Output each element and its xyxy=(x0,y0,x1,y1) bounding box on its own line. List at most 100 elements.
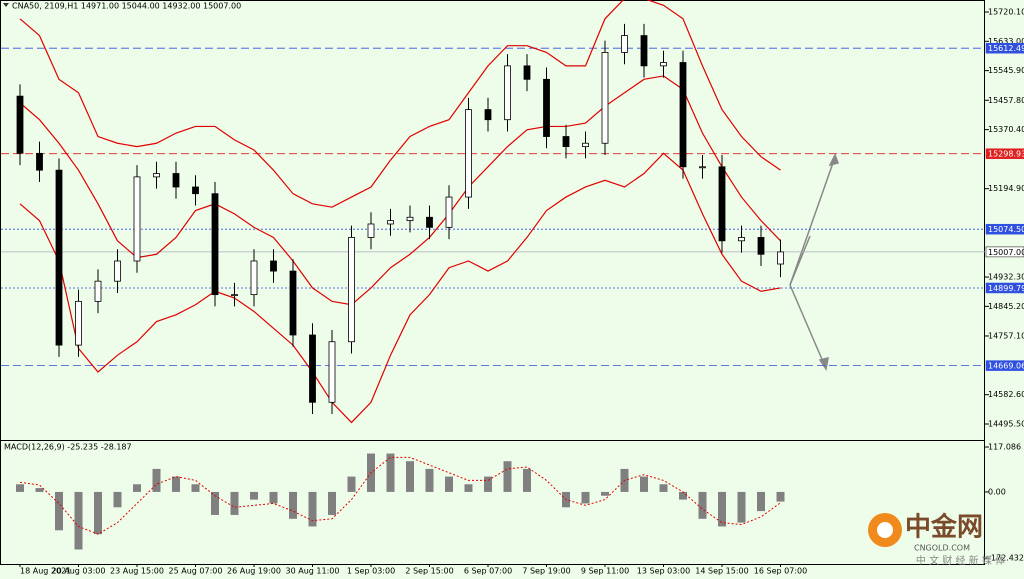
x-tick-label: 6 Sep 07:00 xyxy=(464,567,512,576)
candle-body xyxy=(621,35,628,53)
macd-bar xyxy=(679,491,687,500)
candle-body xyxy=(426,216,433,228)
y-tick-label: 14582.60 xyxy=(988,390,1024,399)
arrow-short xyxy=(789,235,811,286)
level-box xyxy=(985,42,1024,54)
macd-bar xyxy=(172,476,180,492)
macd-bar xyxy=(698,491,707,519)
macd-bar xyxy=(250,491,258,500)
macd-bar xyxy=(523,468,531,492)
candle-body xyxy=(114,260,121,282)
macd-frame xyxy=(0,440,985,565)
y-tick-label: 15633.00 xyxy=(988,37,1024,46)
candle-body xyxy=(133,176,141,262)
candle-body xyxy=(582,142,589,148)
macd-bar xyxy=(776,491,785,502)
macd-bar xyxy=(152,468,161,492)
macd-title: MACD(12,26,9) -25.235 -28.187 xyxy=(4,443,132,452)
candle-body xyxy=(94,280,102,302)
macd-bar xyxy=(406,461,414,492)
macd-bar xyxy=(386,453,395,492)
macd-bar xyxy=(581,491,590,504)
x-tick-label: 9 Sep 11:00 xyxy=(581,567,629,576)
macd-bar xyxy=(328,491,336,515)
level-label: 15612.49 xyxy=(988,44,1024,53)
candle-body xyxy=(348,237,355,343)
x-tick-label: 2 Sep 15:00 xyxy=(405,567,453,576)
macd-bar xyxy=(133,484,141,492)
macd-bar xyxy=(737,491,746,523)
macd-bar xyxy=(35,488,44,492)
arrow-head xyxy=(818,356,829,371)
candle-body xyxy=(250,260,258,296)
forecast-arrows xyxy=(789,153,839,371)
macd-bar xyxy=(191,484,200,492)
level-label: 15007.00 xyxy=(988,248,1024,257)
macd-bar xyxy=(113,491,122,508)
candle-body xyxy=(270,260,277,272)
y-tick-label: 15370.40 xyxy=(988,125,1024,134)
arrow-down xyxy=(789,284,825,365)
bollinger-band xyxy=(19,152,781,424)
y-tick-label: 15457.80 xyxy=(988,96,1024,105)
candle-body xyxy=(172,173,180,188)
candle-body xyxy=(211,193,219,296)
menu-icon[interactable] xyxy=(3,3,9,7)
candle-body xyxy=(601,52,609,144)
candle-body xyxy=(660,62,667,67)
candle-body xyxy=(504,65,511,121)
candle-body xyxy=(309,334,316,403)
watermark: 中金网 CNGOLD.COM 中 文 财 经 新 媒 体 xyxy=(868,512,1005,567)
brand-site: CNGOLD.COM xyxy=(914,544,970,553)
y-tick-label: 15545.90 xyxy=(988,66,1024,75)
macd-bar xyxy=(94,491,102,535)
macd-bar xyxy=(425,468,434,492)
macd-bar xyxy=(211,491,219,515)
x-tick-label: 26 Aug 19:00 xyxy=(227,567,281,576)
bollinger-band xyxy=(19,75,781,306)
y-tick-label: -172.432 xyxy=(988,554,1024,563)
candle-body xyxy=(738,237,745,242)
macd-bar xyxy=(308,491,317,527)
x-tick-label: 16 Sep 07:00 xyxy=(754,567,807,576)
candle-body xyxy=(289,270,297,336)
candle-body xyxy=(192,186,199,195)
y-tick-label: 0.00 xyxy=(988,487,1006,496)
candle-body xyxy=(387,220,394,225)
x-tick-label: 23 Aug 15:00 xyxy=(110,567,164,576)
macd-bar xyxy=(16,484,24,492)
level-box xyxy=(985,360,1024,371)
macd-bar xyxy=(55,491,63,531)
x-tick-label: 14 Sep 15:00 xyxy=(695,567,748,576)
macd-bar xyxy=(347,476,356,492)
level-label: 14669.06 xyxy=(988,362,1024,371)
x-tick-label: 30 Aug 11:00 xyxy=(286,567,340,576)
x-tick-label: 25 Aug 07:00 xyxy=(169,567,223,576)
macd-bar xyxy=(601,491,609,496)
macd-bar xyxy=(289,491,297,519)
candle-body xyxy=(445,196,453,228)
candle-body xyxy=(777,251,784,265)
macd-signal xyxy=(19,456,781,535)
x-tick-label: 20 Aug 03:00 xyxy=(52,567,106,576)
candle-body xyxy=(55,169,63,346)
candle-body xyxy=(757,237,765,255)
macd-bar xyxy=(718,491,726,527)
brand-slogan: 中 文 财 经 新 媒 体 xyxy=(916,554,1005,567)
chart-title: CNA50, 2109,H1 14971.00 15044.00 14932.0… xyxy=(12,2,241,11)
candle-body xyxy=(543,78,550,137)
level-box xyxy=(985,282,1024,294)
macd-bar xyxy=(503,461,512,492)
y-tick-label: 14495.50 xyxy=(988,419,1024,428)
candle-body xyxy=(523,65,531,80)
level-label: 15298.93 xyxy=(988,150,1024,159)
brand: 中金网 xyxy=(905,512,983,543)
candle-body xyxy=(36,152,43,171)
candle-body xyxy=(75,300,82,346)
y-tick-label: 15720.10 xyxy=(988,8,1024,17)
level-box xyxy=(985,246,1024,258)
y-tick-label: 14932.30 xyxy=(988,273,1024,282)
y-tick-label: 14845.20 xyxy=(988,302,1024,311)
candle-body xyxy=(640,35,648,67)
